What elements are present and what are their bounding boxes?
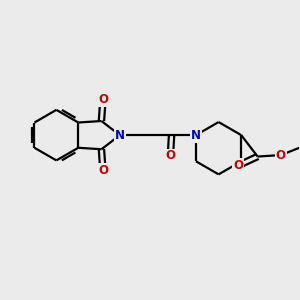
Text: O: O <box>276 148 286 162</box>
Text: O: O <box>233 159 243 172</box>
Text: O: O <box>98 93 108 106</box>
Text: O: O <box>165 149 176 162</box>
Text: N: N <box>115 129 125 142</box>
Text: N: N <box>191 129 201 142</box>
Text: O: O <box>98 164 108 177</box>
